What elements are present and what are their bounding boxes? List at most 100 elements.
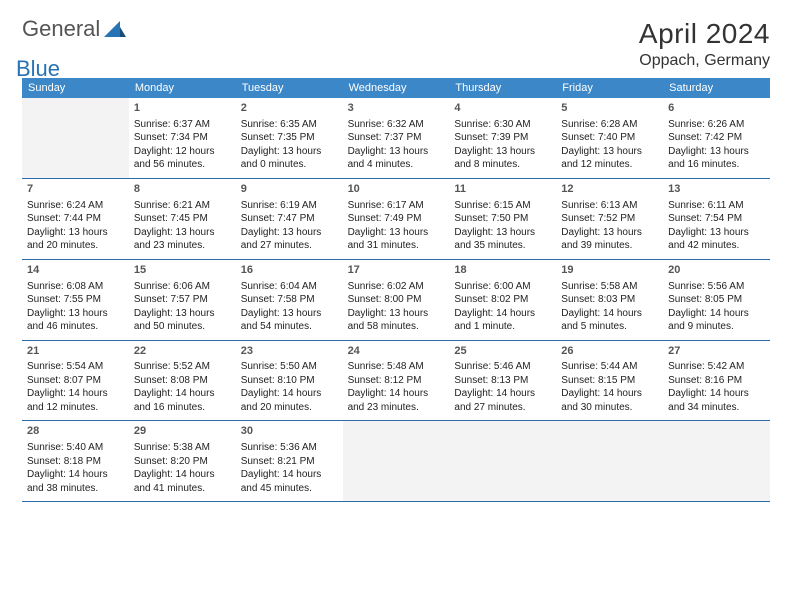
day-day1: Daylight: 14 hours — [348, 387, 445, 401]
day-sunset: Sunset: 8:16 PM — [668, 374, 765, 388]
day-day1: Daylight: 13 hours — [454, 226, 551, 240]
day-day2: and 31 minutes. — [348, 239, 445, 253]
day-sunrise: Sunrise: 6:04 AM — [241, 280, 338, 294]
day-day1: Daylight: 14 hours — [668, 387, 765, 401]
weekday-header: Monday — [129, 78, 236, 98]
day-day1: Daylight: 13 hours — [134, 226, 231, 240]
day-sunset: Sunset: 7:37 PM — [348, 131, 445, 145]
day-sunrise: Sunrise: 6:19 AM — [241, 199, 338, 213]
day-sunrise: Sunrise: 6:32 AM — [348, 118, 445, 132]
day-cell: 8Sunrise: 6:21 AMSunset: 7:45 PMDaylight… — [129, 179, 236, 259]
header: General Blue April 2024 Oppach, Germany — [22, 18, 770, 70]
day-sunrise: Sunrise: 5:54 AM — [27, 360, 124, 374]
day-cell: 9Sunrise: 6:19 AMSunset: 7:47 PMDaylight… — [236, 179, 343, 259]
weekday-header: Thursday — [449, 78, 556, 98]
day-sunset: Sunset: 7:52 PM — [561, 212, 658, 226]
day-number: 2 — [241, 101, 338, 116]
day-day1: Daylight: 14 hours — [668, 307, 765, 321]
day-sunrise: Sunrise: 6:06 AM — [134, 280, 231, 294]
day-day2: and 16 minutes. — [668, 158, 765, 172]
day-day2: and 12 minutes. — [27, 401, 124, 415]
day-cell: 18Sunrise: 6:00 AMSunset: 8:02 PMDayligh… — [449, 260, 556, 340]
day-day1: Daylight: 14 hours — [27, 387, 124, 401]
day-day2: and 4 minutes. — [348, 158, 445, 172]
day-number: 10 — [348, 182, 445, 197]
day-day1: Daylight: 14 hours — [241, 468, 338, 482]
day-day1: Daylight: 13 hours — [561, 226, 658, 240]
day-sunrise: Sunrise: 6:24 AM — [27, 199, 124, 213]
day-day2: and 20 minutes. — [241, 401, 338, 415]
day-day2: and 9 minutes. — [668, 320, 765, 334]
day-day1: Daylight: 13 hours — [668, 226, 765, 240]
day-day1: Daylight: 14 hours — [454, 387, 551, 401]
day-day1: Daylight: 12 hours — [134, 145, 231, 159]
day-cell-blank — [449, 421, 556, 501]
day-day1: Daylight: 13 hours — [134, 307, 231, 321]
day-sunset: Sunset: 8:21 PM — [241, 455, 338, 469]
day-cell: 27Sunrise: 5:42 AMSunset: 8:16 PMDayligh… — [663, 341, 770, 421]
day-day1: Daylight: 13 hours — [348, 307, 445, 321]
day-sunrise: Sunrise: 6:17 AM — [348, 199, 445, 213]
day-number: 4 — [454, 101, 551, 116]
brand-part1: General — [22, 18, 100, 40]
day-cell: 30Sunrise: 5:36 AMSunset: 8:21 PMDayligh… — [236, 421, 343, 501]
day-sunset: Sunset: 7:57 PM — [134, 293, 231, 307]
day-day2: and 1 minute. — [454, 320, 551, 334]
day-sunrise: Sunrise: 6:37 AM — [134, 118, 231, 132]
day-number: 3 — [348, 101, 445, 116]
day-sunset: Sunset: 7:45 PM — [134, 212, 231, 226]
day-sunset: Sunset: 8:03 PM — [561, 293, 658, 307]
day-sunset: Sunset: 7:42 PM — [668, 131, 765, 145]
day-cell-blank — [22, 98, 129, 178]
day-sunset: Sunset: 7:35 PM — [241, 131, 338, 145]
day-day2: and 23 minutes. — [134, 239, 231, 253]
day-sunset: Sunset: 7:49 PM — [348, 212, 445, 226]
day-cell: 28Sunrise: 5:40 AMSunset: 8:18 PMDayligh… — [22, 421, 129, 501]
day-day2: and 35 minutes. — [454, 239, 551, 253]
day-day1: Daylight: 13 hours — [27, 226, 124, 240]
day-cell: 3 Sunrise: 6:32 AMSunset: 7:37 PMDaylight… — [343, 98, 450, 178]
week-row: 1Sunrise: 6:37 AMSunset: 7:34 PMDaylight… — [22, 98, 770, 179]
triangle-icon — [104, 21, 126, 37]
day-day1: Daylight: 14 hours — [27, 468, 124, 482]
day-sunrise: Sunrise: 6:28 AM — [561, 118, 658, 132]
day-cell: 24Sunrise: 5:48 AMSunset: 8:12 PMDayligh… — [343, 341, 450, 421]
day-number: 26 — [561, 344, 658, 359]
day-cell: 7Sunrise: 6:24 AMSunset: 7:44 PMDaylight… — [22, 179, 129, 259]
day-sunrise: Sunrise: 5:44 AM — [561, 360, 658, 374]
day-cell: 1Sunrise: 6:37 AMSunset: 7:34 PMDaylight… — [129, 98, 236, 178]
day-day1: Daylight: 13 hours — [348, 145, 445, 159]
day-number: 29 — [134, 424, 231, 439]
day-cell: 2Sunrise: 6:35 AMSunset: 7:35 PMDaylight… — [236, 98, 343, 178]
week-row: 21Sunrise: 5:54 AMSunset: 8:07 PMDayligh… — [22, 341, 770, 422]
weekday-header-row: SundayMondayTuesdayWednesdayThursdayFrid… — [22, 78, 770, 98]
day-sunset: Sunset: 7:34 PM — [134, 131, 231, 145]
day-sunrise: Sunrise: 5:42 AM — [668, 360, 765, 374]
weekday-header: Saturday — [663, 78, 770, 98]
day-sunrise: Sunrise: 5:50 AM — [241, 360, 338, 374]
day-day2: and 38 minutes. — [27, 482, 124, 496]
day-cell: 4Sunrise: 6:30 AMSunset: 7:39 PMDaylight… — [449, 98, 556, 178]
day-day2: and 30 minutes. — [561, 401, 658, 415]
week-row: 28Sunrise: 5:40 AMSunset: 8:18 PMDayligh… — [22, 421, 770, 502]
day-number: 9 — [241, 182, 338, 197]
day-day2: and 45 minutes. — [241, 482, 338, 496]
day-sunset: Sunset: 8:12 PM — [348, 374, 445, 388]
day-number: 18 — [454, 263, 551, 278]
day-sunset: Sunset: 8:08 PM — [134, 374, 231, 388]
day-day2: and 0 minutes. — [241, 158, 338, 172]
day-number: 7 — [27, 182, 124, 197]
day-sunset: Sunset: 8:20 PM — [134, 455, 231, 469]
day-cell: 12Sunrise: 6:13 AMSunset: 7:52 PMDayligh… — [556, 179, 663, 259]
day-number: 28 — [27, 424, 124, 439]
day-sunset: Sunset: 7:40 PM — [561, 131, 658, 145]
weekday-header: Tuesday — [236, 78, 343, 98]
day-sunset: Sunset: 8:13 PM — [454, 374, 551, 388]
day-number: 15 — [134, 263, 231, 278]
day-cell: 21Sunrise: 5:54 AMSunset: 8:07 PMDayligh… — [22, 341, 129, 421]
day-day2: and 23 minutes. — [348, 401, 445, 415]
day-sunrise: Sunrise: 5:58 AM — [561, 280, 658, 294]
day-cell-blank — [663, 421, 770, 501]
day-sunset: Sunset: 8:07 PM — [27, 374, 124, 388]
day-number: 27 — [668, 344, 765, 359]
